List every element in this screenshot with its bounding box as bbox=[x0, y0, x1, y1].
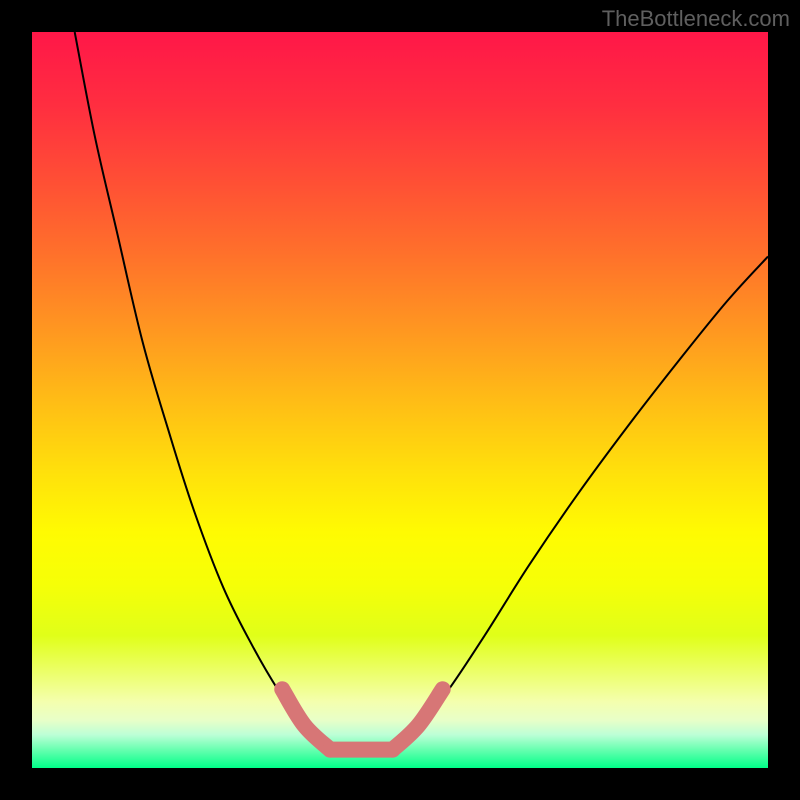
chart-container: TheBottleneck.com bbox=[0, 0, 800, 800]
watermark-text: TheBottleneck.com bbox=[602, 6, 790, 32]
bottleneck-chart bbox=[0, 0, 800, 800]
